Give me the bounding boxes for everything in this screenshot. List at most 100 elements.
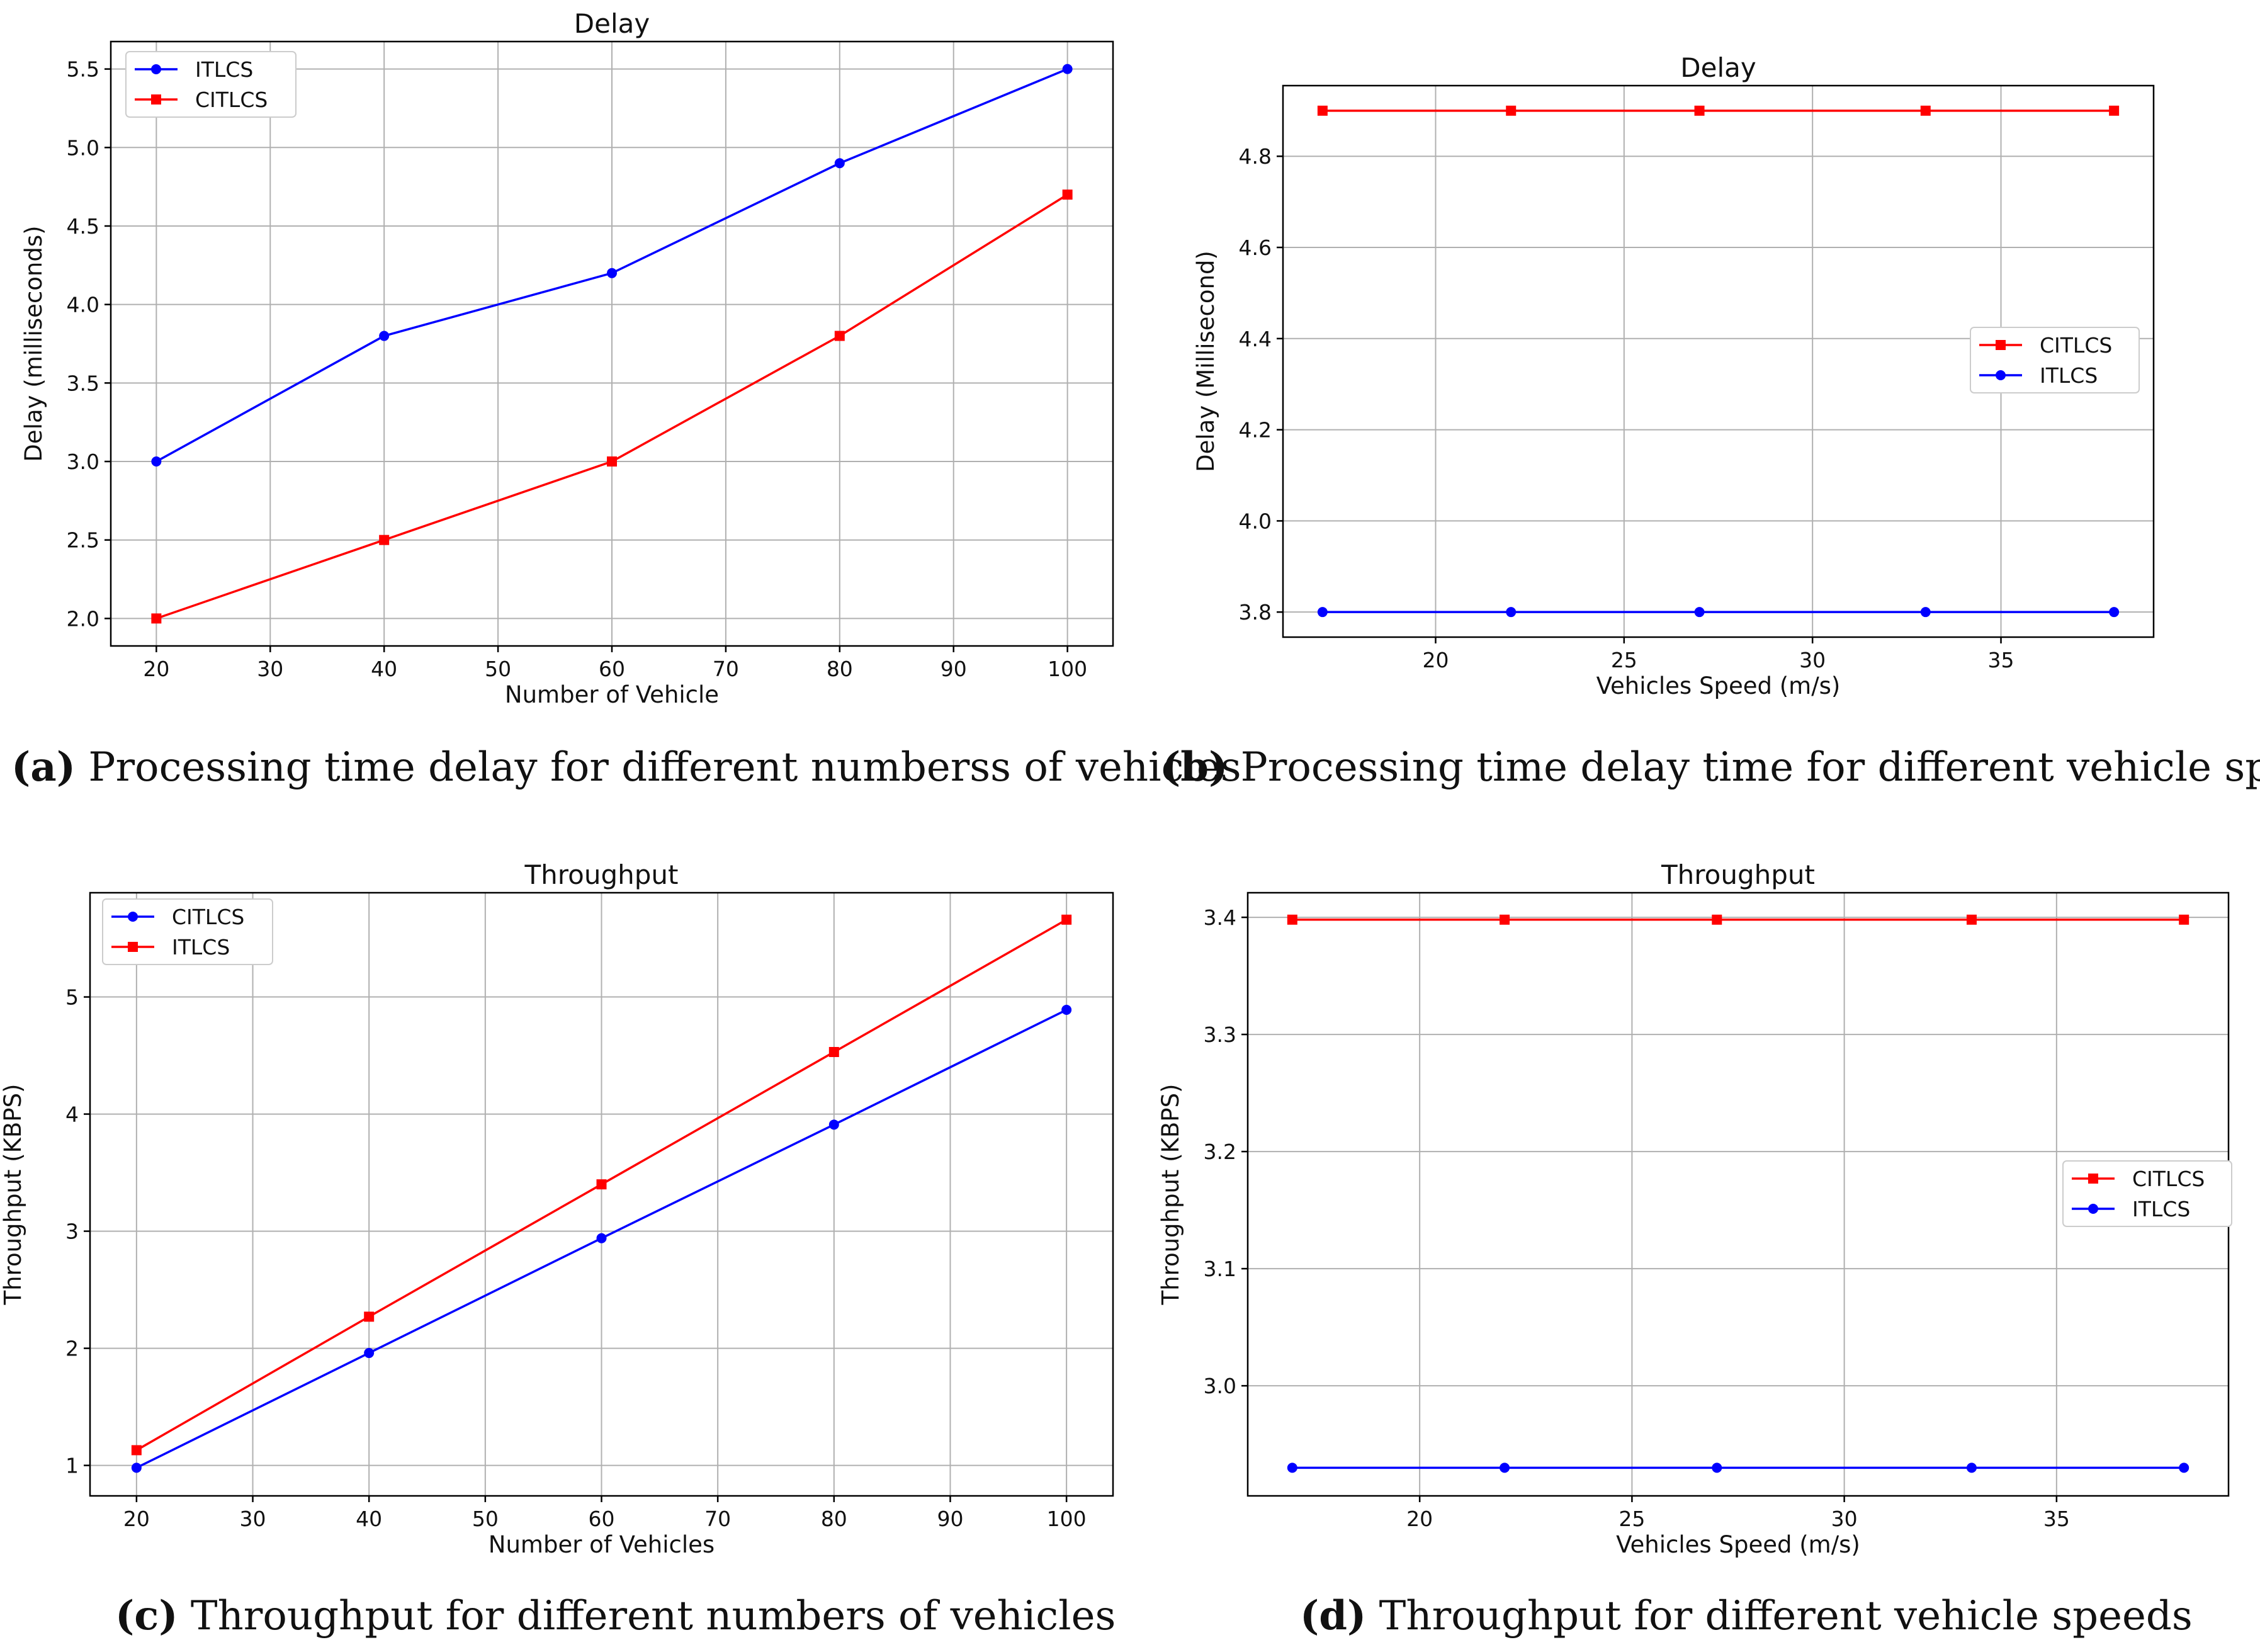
x-axis-label: Vehicles Speed (m/s): [1616, 1531, 1860, 1558]
data-point: [1712, 914, 1722, 925]
y-axis-label: Throughput (KBPS): [0, 1084, 26, 1306]
data-point: [379, 535, 390, 545]
x-tick-label: 30: [1831, 1507, 1858, 1531]
legend-marker: [1996, 370, 2006, 380]
legend-marker: [2088, 1174, 2098, 1184]
data-point: [1506, 105, 1517, 116]
caption-text: Processing time delay for different numb…: [76, 744, 1241, 791]
caption-letter: (d): [1300, 1592, 1366, 1639]
legend-marker: [128, 912, 138, 922]
data-point: [2179, 1462, 2189, 1473]
x-tick-label: 50: [472, 1507, 499, 1531]
plot-frame: [110, 40, 1114, 647]
y-tick-label: 4.5: [67, 214, 99, 239]
caption-letter: (c): [115, 1592, 178, 1639]
x-axis-label: Number of Vehicle: [505, 681, 719, 708]
chart-panel-c: 20 30 40 50 60 70 80 90 100 1 2 3 4 5 Throughput Number…: [0, 859, 1116, 1639]
figure-caption: (a) Processing time delay for different …: [11, 744, 1241, 791]
y-tick-label: 3.5: [67, 371, 99, 395]
data-point: [1920, 607, 1931, 618]
legend-label: CITLCS: [195, 88, 268, 112]
legend: ITLCS CITLCS: [125, 51, 297, 118]
y-tick-label: 5.5: [67, 57, 99, 82]
y-axis-label: Throughput (KBPS): [1157, 1084, 1184, 1306]
caption-letter: (a): [11, 744, 76, 791]
data-point: [828, 1046, 839, 1057]
x-tick-label: 80: [827, 657, 853, 681]
x-tick-label: 20: [1422, 648, 1449, 672]
series-citlcs: [1287, 914, 2189, 925]
series-citlcs: [131, 1005, 1072, 1473]
data-point: [1506, 607, 1517, 618]
data-point: [2179, 914, 2189, 925]
chart-panel-a: 20 30 40 50 60 70 80 90 100 2.0 2.5 3.0 3.5 4.0 4.5 5.0…: [11, 8, 1241, 791]
y-tick-label: 3: [65, 1219, 79, 1244]
data-point: [1500, 914, 1510, 925]
data-point: [596, 1179, 607, 1190]
y-tick-label: 4.0: [1239, 509, 1272, 533]
data-point: [1062, 190, 1073, 200]
series-itlcs: [151, 64, 1073, 467]
data-point: [1712, 1462, 1722, 1473]
x-tick-label: 40: [356, 1507, 382, 1531]
legend: CITLCS ITLCS: [1970, 327, 2140, 393]
y-tick-label: 4.4: [1239, 327, 1272, 351]
data-point: [364, 1311, 375, 1322]
figure-caption: (c) Throughput for different numbers of …: [115, 1592, 1116, 1639]
legend-box: [1970, 327, 2140, 393]
data-point: [1920, 105, 1931, 116]
legend-box: [102, 898, 273, 965]
data-point: [2109, 105, 2120, 116]
caption-text: Processing time delay time for different…: [1228, 744, 2260, 791]
legend: CITLCS ITLCS: [2062, 1160, 2232, 1227]
data-point: [151, 613, 162, 624]
x-tick-label: 60: [589, 1507, 615, 1531]
x-tick-label: 25: [1611, 648, 1637, 672]
data-point: [1966, 1462, 1977, 1473]
legend: CITLCS ITLCS: [102, 898, 273, 965]
y-tick-label: 3.0: [67, 450, 99, 474]
data-point: [1061, 1005, 1072, 1016]
figure-caption: (b) Processing time delay time for diffe…: [1161, 744, 2260, 791]
data-point: [1287, 1462, 1297, 1473]
y-tick-label: 4.6: [1239, 235, 1272, 260]
y-tick-label: 3.8: [1239, 600, 1272, 625]
x-tick-label: 100: [1047, 1507, 1087, 1531]
data-point: [1694, 105, 1705, 116]
y-tick-label: 3.3: [1204, 1022, 1236, 1047]
series-itlcs: [1317, 607, 2120, 618]
series-itlcs: [1287, 1462, 2189, 1473]
x-axis-label: Vehicles Speed (m/s): [1596, 672, 1841, 699]
chart-title: Throughput: [1661, 859, 1815, 890]
chart-title: Delay: [574, 8, 650, 39]
series-itlcs: [131, 914, 1072, 1456]
y-tick-label: 3.4: [1204, 905, 1236, 930]
legend-label: CITLCS: [172, 905, 244, 929]
chart-title: Delay: [1680, 52, 1756, 83]
x-tick-label: 20: [143, 657, 169, 681]
y-tick-label: 3.0: [1204, 1374, 1236, 1398]
data-point: [607, 456, 617, 467]
data-point: [828, 1119, 839, 1130]
y-tick-label: 4.8: [1239, 144, 1272, 169]
legend-box: [2062, 1160, 2232, 1227]
data-point: [834, 331, 845, 341]
x-tick-label: 60: [599, 657, 625, 681]
legend-label: ITLCS: [2040, 363, 2098, 388]
legend-label: CITLCS: [2040, 333, 2112, 358]
data-point: [1317, 607, 1328, 618]
x-tick-label: 25: [1619, 1507, 1645, 1531]
plot-frame: [1282, 84, 2155, 638]
gridlines: [1248, 893, 2229, 1496]
data-point: [1500, 1462, 1510, 1473]
y-tick-label: 5: [65, 985, 79, 1010]
data-point: [1317, 105, 1328, 116]
x-tick-label: 30: [257, 657, 283, 681]
x-tick-label: 30: [1799, 648, 1826, 672]
y-tick-label: 4: [65, 1102, 79, 1127]
caption-text: Throughput for different numbers of vehi…: [178, 1593, 1116, 1639]
legend-marker: [151, 64, 161, 74]
x-tick-label: 90: [937, 1507, 963, 1531]
legend-label: ITLCS: [172, 935, 230, 959]
legend-box: [125, 51, 297, 118]
